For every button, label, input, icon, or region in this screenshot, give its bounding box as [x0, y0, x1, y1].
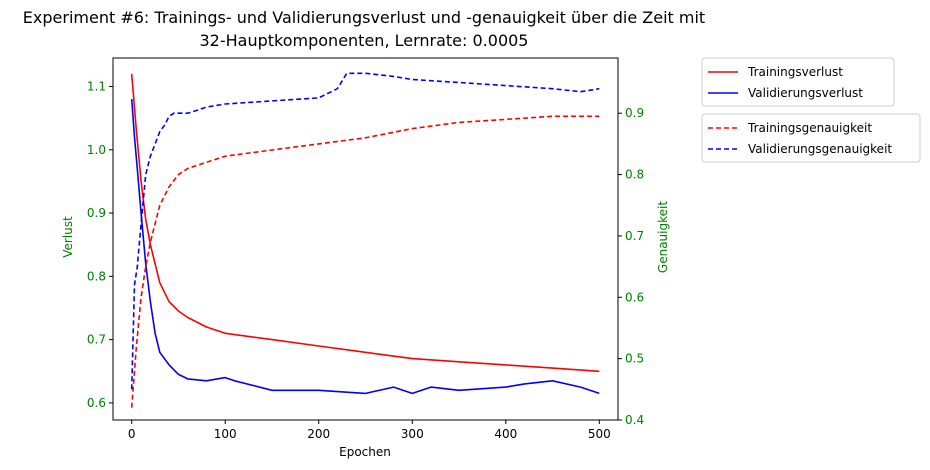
- y-right-tick-label-0: 0.4: [625, 413, 644, 427]
- x-tick-label-1: 100: [214, 427, 237, 441]
- y-left-tick-label-1: 0.7: [87, 333, 106, 347]
- y-right-tick-label-2: 0.6: [625, 290, 644, 304]
- legend-val-acc-label: Validierungsgenauigkeit: [748, 142, 892, 156]
- y-right-tick-label-5: 0.9: [625, 106, 644, 120]
- y-right-tick-label-4: 0.8: [625, 168, 644, 182]
- legend-loss-frame: [701, 57, 895, 107]
- y-left-tick-label-5: 1.1: [87, 79, 106, 93]
- x-tick-label-5: 500: [588, 427, 611, 441]
- chart-title: Experiment #6: Trainings- und Validierun…: [23, 8, 705, 27]
- series-line-trainingsverlust: [130, 73, 600, 373]
- legend-acc-frame: [701, 113, 921, 163]
- legend-train-loss-label: Trainingsverlust: [747, 65, 843, 79]
- x-tick-label-3: 300: [401, 427, 424, 441]
- series-line-trainingsgenauigkeit: [130, 115, 600, 408]
- y-axis-left: 0.6 0.7 0.8 0.9 1.0 1.1: [87, 79, 113, 410]
- chart-subtitle: 32-Hauptkomponenten, Lernrate: 0.0005: [200, 31, 529, 50]
- y-left-tick-label-0: 0.6: [87, 396, 106, 410]
- y-left-tick-label-4: 1.0: [87, 143, 106, 157]
- series-line-validierungsgenauigkeit: [130, 72, 600, 390]
- x-axis-label: Epochen: [339, 445, 391, 459]
- y-left-tick-label-2: 0.8: [87, 269, 106, 283]
- y-axis-left-label: Verlust: [61, 216, 75, 258]
- plot-frame: [112, 57, 619, 421]
- plot-lines: [130, 72, 600, 408]
- y-axis-right: 0.4 0.5 0.6 0.7 0.8 0.9: [618, 106, 644, 427]
- x-axis: 0 100 200 300 400 500: [128, 420, 611, 441]
- series-line-validierungsverlust: [130, 99, 600, 395]
- legend-loss: Trainingsverlust Validierungsverlust: [701, 57, 895, 107]
- y-left-tick-label-3: 0.9: [87, 206, 106, 220]
- x-tick-label-2: 200: [307, 427, 330, 441]
- y-right-tick-label-3: 0.7: [625, 229, 644, 243]
- x-tick-label-0: 0: [128, 427, 136, 441]
- y-axis-right-label: Genauigkeit: [656, 201, 670, 273]
- legend-train-acc-label: Trainingsgenauigkeit: [747, 121, 872, 135]
- x-tick-label-4: 400: [494, 427, 517, 441]
- legend-acc: Trainingsgenauigkeit Validierungsgenauig…: [701, 113, 921, 163]
- legend-val-loss-label: Validierungsverlust: [748, 86, 863, 100]
- y-right-tick-label-1: 0.5: [625, 352, 644, 366]
